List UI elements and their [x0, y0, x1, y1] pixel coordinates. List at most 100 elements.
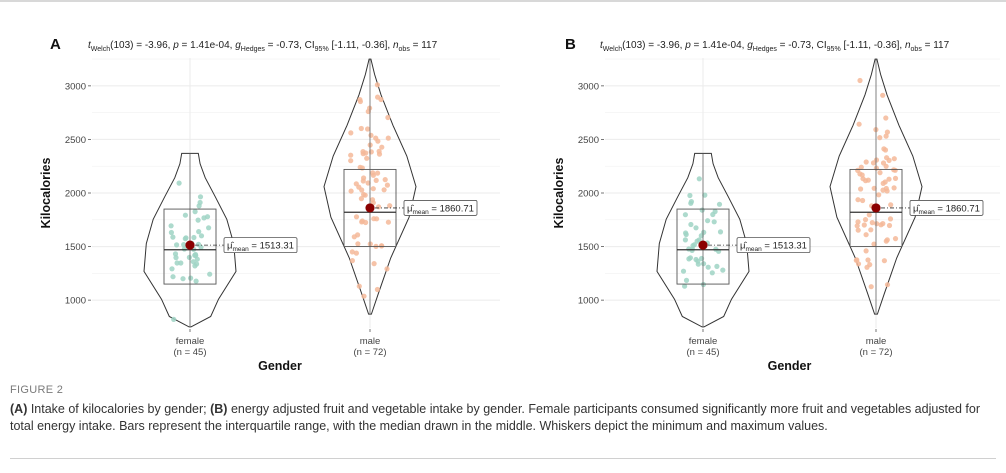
- female-data-point: [699, 207, 705, 213]
- male-data-point: [368, 149, 374, 155]
- male-data-point: [877, 135, 883, 141]
- female-data-point: [695, 261, 701, 267]
- female-data-point: [196, 229, 202, 235]
- male-data-point: [349, 258, 355, 264]
- male-data-point: [356, 283, 362, 289]
- male-data-point: [374, 286, 380, 293]
- male-data-point: [858, 164, 864, 170]
- female-data-point: [197, 199, 203, 206]
- male-data-point: [349, 249, 355, 255]
- male-data-point: [360, 178, 366, 184]
- x-axis-label: Gender: [258, 359, 302, 373]
- male-data-point: [871, 185, 877, 191]
- male-data-point: [356, 184, 362, 190]
- y-tick-label: 2500: [578, 135, 599, 146]
- male-data-point: [351, 234, 357, 240]
- female-data-point: [176, 180, 182, 186]
- figure-caption: FIGURE 2 (A) Intake of kilocalories by g…: [10, 384, 996, 435]
- male-data-point: [373, 135, 379, 141]
- male-data-point: [855, 261, 862, 267]
- male-data-point: [358, 196, 364, 202]
- female-data-point: [709, 270, 715, 276]
- female-data-point: [711, 219, 717, 225]
- female-data-point: [174, 242, 180, 248]
- male-data-point: [358, 125, 364, 132]
- female-data-point: [696, 176, 702, 182]
- y-axis-label: Kilocalories: [39, 158, 53, 229]
- male-data-point: [381, 187, 387, 193]
- y-tick-label: 2000: [65, 189, 86, 200]
- female-data-point: [192, 263, 198, 269]
- female-data-point: [174, 260, 180, 266]
- male-data-point: [873, 165, 880, 171]
- female-data-point: [716, 201, 723, 207]
- male-data-point: [854, 257, 860, 263]
- y-tick-label: 1000: [65, 296, 86, 307]
- male-data-point: [357, 164, 363, 170]
- female-data-point: [717, 229, 724, 235]
- female-violin: [656, 152, 750, 328]
- male-data-point: [364, 155, 370, 161]
- male-data-point: [862, 217, 869, 223]
- male-data-point: [891, 185, 897, 191]
- female-data-point: [702, 192, 708, 198]
- male-data-point: [348, 188, 354, 194]
- y-tick-label: 3000: [65, 81, 86, 92]
- female-data-point: [201, 215, 207, 221]
- male-data-point: [361, 293, 367, 299]
- male-data-point: [884, 155, 890, 161]
- male-data-point: [359, 218, 365, 224]
- female-data-point: [169, 266, 175, 272]
- male-data-point: [884, 237, 890, 243]
- male-data-point: [376, 148, 382, 154]
- female-data-point: [173, 255, 179, 261]
- female-data-point: [180, 276, 186, 282]
- female-data-point: [688, 199, 695, 205]
- female-mean-label-box: [223, 237, 298, 254]
- female-data-point: [682, 212, 689, 218]
- male-data-point: [859, 172, 865, 178]
- panel-a: A tWelch(103) = -3.96, p = 1.41e-04, gHe…: [39, 36, 500, 373]
- x-tick-n-label: (n = 72): [353, 347, 386, 358]
- male-data-point: [371, 261, 377, 267]
- male-data-point: [385, 219, 391, 225]
- male-data-point: [880, 187, 886, 193]
- male-mean-point: [365, 203, 375, 213]
- female-data-point: [682, 237, 689, 243]
- male-data-point: [880, 92, 886, 98]
- female-data-point: [197, 194, 204, 200]
- male-data-point: [379, 243, 385, 249]
- male-data-point: [365, 126, 371, 132]
- female-mean-point: [185, 240, 195, 250]
- male-data-point: [855, 167, 861, 173]
- female-data-point: [696, 237, 702, 243]
- male-data-point: [856, 121, 862, 127]
- female-data-point: [720, 267, 726, 273]
- caption-part-a-letter: (A): [10, 402, 28, 416]
- female-data-point: [191, 234, 197, 241]
- male-data-point: [878, 222, 884, 228]
- male-data-point: [854, 223, 860, 229]
- male-data-point: [881, 258, 888, 264]
- panel-b-letter: B: [565, 36, 576, 53]
- x-tick-n-label: (n = 45): [173, 347, 206, 358]
- y-axis-label: Kilocalories: [552, 158, 566, 229]
- male-data-point: [880, 180, 886, 186]
- male-data-point: [855, 219, 861, 225]
- x-tick-label: female: [689, 336, 718, 347]
- male-data-point: [882, 147, 889, 153]
- male-data-point: [353, 214, 360, 220]
- male-data-point: [858, 186, 864, 192]
- female-data-point: [680, 268, 687, 274]
- y-tick-label: 2500: [65, 135, 86, 146]
- female-iqr-box: [163, 208, 217, 285]
- caption-part-b-text: energy adjusted fruit and vegetable inta…: [10, 402, 980, 433]
- male-data-point: [385, 135, 391, 141]
- female-data-point: [188, 275, 194, 281]
- female-data-point: [693, 225, 699, 231]
- female-mean-point: [698, 240, 708, 250]
- male-data-point: [884, 129, 891, 135]
- female-data-point: [195, 217, 201, 223]
- female-data-point: [705, 218, 711, 224]
- male-data-point: [375, 170, 381, 176]
